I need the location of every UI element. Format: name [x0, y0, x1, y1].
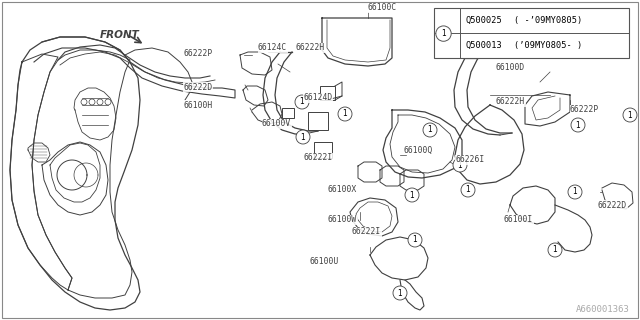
Circle shape: [623, 108, 637, 122]
Text: 1: 1: [342, 109, 348, 118]
Text: 66222D: 66222D: [183, 83, 212, 92]
Circle shape: [408, 233, 422, 247]
Circle shape: [461, 183, 475, 197]
Text: 1: 1: [552, 245, 557, 254]
Bar: [320, 86, 335, 100]
Text: 1: 1: [300, 98, 305, 107]
Circle shape: [97, 99, 103, 105]
Text: 66222D: 66222D: [598, 201, 627, 210]
Text: 1: 1: [466, 186, 470, 195]
Circle shape: [89, 99, 95, 105]
Bar: [282, 108, 294, 118]
Bar: [314, 142, 332, 158]
Text: 66222I: 66222I: [304, 154, 333, 163]
Text: 66222I: 66222I: [352, 228, 381, 236]
Text: 1: 1: [413, 236, 417, 244]
Text: 1: 1: [441, 29, 446, 38]
Text: 1: 1: [628, 110, 632, 119]
Circle shape: [423, 123, 437, 137]
Bar: [434, 8, 629, 58]
Circle shape: [548, 243, 562, 257]
Text: A660001363: A660001363: [576, 305, 630, 314]
Circle shape: [571, 118, 585, 132]
Text: 66222P: 66222P: [183, 49, 212, 58]
Text: 1: 1: [458, 161, 462, 170]
Text: 1: 1: [410, 190, 414, 199]
Text: FRONT: FRONT: [100, 30, 140, 40]
Text: 1: 1: [573, 188, 577, 196]
Text: 1: 1: [428, 125, 433, 134]
Text: 66124D: 66124D: [303, 93, 332, 102]
Circle shape: [436, 26, 451, 41]
Text: 66100Q: 66100Q: [403, 146, 432, 155]
Text: 66100U: 66100U: [310, 258, 339, 267]
Text: 66100C: 66100C: [368, 4, 397, 12]
Text: 66222P: 66222P: [570, 106, 599, 115]
Circle shape: [338, 107, 352, 121]
Circle shape: [295, 95, 309, 109]
Text: 66100I: 66100I: [504, 215, 533, 225]
Circle shape: [296, 130, 310, 144]
Text: 1: 1: [397, 289, 403, 298]
Text: 1: 1: [575, 121, 580, 130]
Text: 1: 1: [301, 132, 305, 141]
Circle shape: [105, 99, 111, 105]
Text: 66226I: 66226I: [455, 156, 484, 164]
Text: 66222H: 66222H: [496, 98, 525, 107]
Text: ( -’09MY0805): ( -’09MY0805): [514, 16, 582, 25]
Text: 66222H: 66222H: [296, 44, 325, 52]
Text: Q500013: Q500013: [466, 41, 502, 50]
Text: 66100X: 66100X: [328, 186, 357, 195]
Bar: [308, 112, 328, 130]
Text: 66100W: 66100W: [328, 215, 357, 225]
Circle shape: [453, 158, 467, 172]
Text: 66100V: 66100V: [262, 119, 291, 129]
Circle shape: [405, 188, 419, 202]
Circle shape: [81, 99, 87, 105]
Text: 66124C: 66124C: [258, 44, 287, 52]
Circle shape: [568, 185, 582, 199]
Circle shape: [393, 286, 407, 300]
Text: 66100H: 66100H: [183, 100, 212, 109]
Text: Q500025: Q500025: [466, 16, 502, 25]
Text: (’09MY0805- ): (’09MY0805- ): [514, 41, 582, 50]
Text: 66100D: 66100D: [496, 63, 525, 73]
